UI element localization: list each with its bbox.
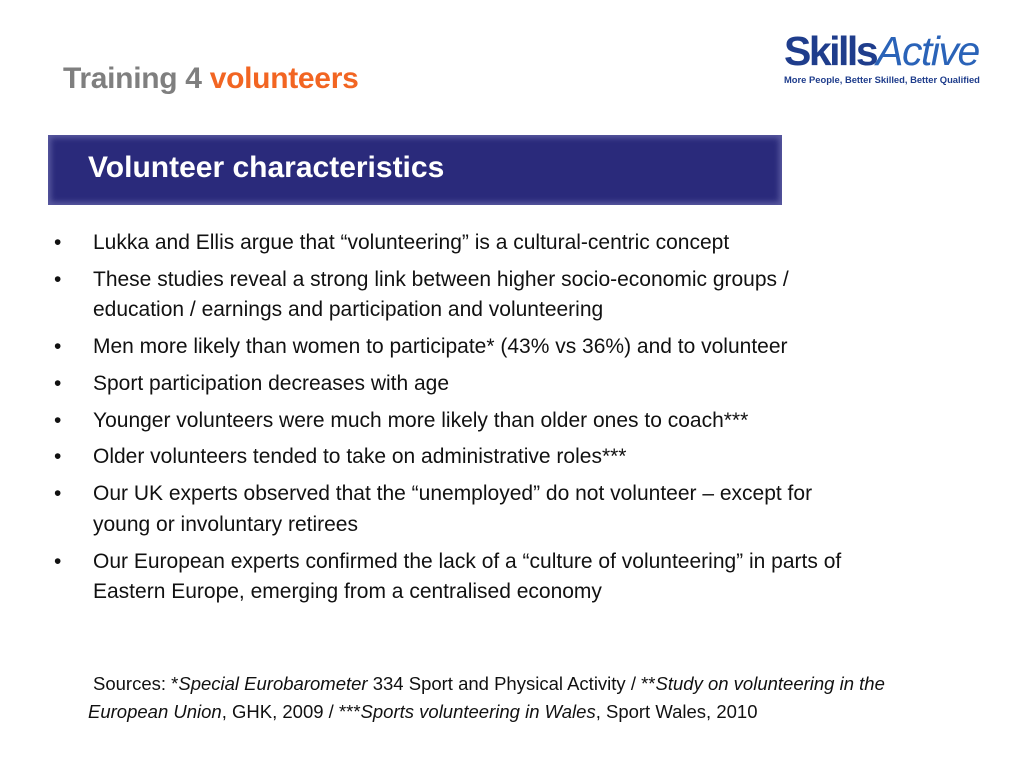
bullet-icon: • [54, 408, 62, 432]
bullet-icon: • [54, 482, 62, 506]
list-item: • Younger volunteers were much more likel… [0, 406, 841, 437]
title-gray-part: Training 4 [63, 62, 210, 95]
sources-text: 334 Sport and Physical Activity / ** [367, 673, 656, 694]
bullet-icon: • [54, 371, 62, 395]
sources-text: , Sport Wales, 2010 [595, 701, 758, 722]
bullet-icon: • [54, 549, 62, 573]
bullet-icon: • [54, 231, 62, 254]
logo-tagline: More People, Better Skilled, Better Qual… [784, 74, 980, 85]
skillsactive-logo: SkillsActive More People, Better Skilled… [784, 30, 984, 85]
source-title: Sports volunteering in Wales [360, 701, 596, 722]
bullet-text: Our UK experts observed that the “unempl… [93, 482, 813, 506]
list-item: • These studies reveal a strong link betw… [0, 265, 841, 326]
sources-line-1: Sources: *Special Eurobarometer 334 Spor… [88, 670, 885, 698]
bullet-icon: • [54, 335, 62, 359]
source-title: Special Eurobarometer [178, 673, 368, 694]
bullet-text: education / earnings and participation a… [93, 298, 604, 322]
section-heading: Volunteer characteristics [88, 151, 445, 184]
bullet-icon: • [54, 267, 62, 291]
sources-text: Sources: * [93, 673, 179, 694]
list-item: • Men more likely than women to participa… [0, 332, 841, 363]
bullet-text: Lukka and Ellis argue that “volunteering… [93, 231, 730, 254]
list-item: • Our European experts confirmed the lack… [0, 547, 841, 608]
source-title: European Union [88, 701, 222, 722]
bullet-text: These studies reveal a strong link betwe… [93, 267, 789, 291]
logo-name-part1: Skills [784, 28, 879, 74]
list-item: • Sport participation decreases with age [0, 369, 841, 400]
bullet-text: Sport participation decreases with age [93, 371, 450, 395]
bullet-list: • Lukka and Ellis argue that “volunteerin… [0, 228, 841, 614]
slide-title: Training 4 volunteers [63, 62, 359, 96]
logo-name: SkillsActive [784, 30, 984, 72]
list-item: • Our UK experts observed that the “unemp… [0, 479, 841, 540]
sources-note: Sources: *Special Eurobarometer 334 Spor… [88, 670, 885, 726]
bullet-text: Men more likely than women to participat… [93, 335, 788, 359]
section-banner: Volunteer characteristics [48, 135, 782, 205]
bullet-text: Younger volunteers were much more likely… [93, 408, 749, 432]
sources-text: , GHK, 2009 / *** [221, 701, 361, 722]
bullet-text: young or involuntary retirees [93, 512, 358, 536]
list-item: • Older volunteers tended to take on admi… [0, 442, 841, 473]
bullet-icon: • [54, 445, 62, 469]
list-item: • Lukka and Ellis argue that “volunteerin… [0, 228, 841, 259]
bullet-text: Older volunteers tended to take on admin… [93, 445, 627, 469]
sources-line-2: European Union, GHK, 2009 / ***Sports vo… [88, 698, 885, 726]
bullet-text: Our European experts confirmed the lack … [93, 549, 842, 573]
title-orange-part: volunteers [209, 62, 359, 95]
source-title: Study on volunteering in the [655, 673, 885, 694]
bullet-text: Eastern Europe, emerging from a centrali… [93, 580, 602, 604]
logo-name-part2: Active [876, 28, 980, 74]
